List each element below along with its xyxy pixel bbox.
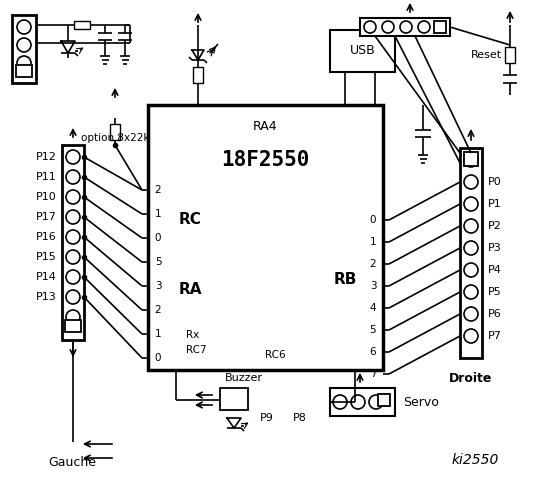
Circle shape xyxy=(66,250,80,264)
Circle shape xyxy=(66,210,80,224)
Text: 5: 5 xyxy=(370,325,376,335)
Text: 1: 1 xyxy=(155,209,161,219)
Circle shape xyxy=(418,21,430,33)
Bar xyxy=(74,21,90,29)
Text: P0: P0 xyxy=(488,177,502,187)
Bar xyxy=(16,65,32,77)
Circle shape xyxy=(464,263,478,277)
Circle shape xyxy=(400,21,412,33)
Bar xyxy=(378,394,390,406)
Circle shape xyxy=(464,285,478,299)
Text: 7: 7 xyxy=(370,369,376,379)
Text: P1: P1 xyxy=(488,199,502,209)
Circle shape xyxy=(464,175,478,189)
Bar xyxy=(434,21,446,33)
Bar xyxy=(62,145,84,340)
Text: P3: P3 xyxy=(488,243,502,253)
Text: 18F2550: 18F2550 xyxy=(221,150,309,170)
Text: 4: 4 xyxy=(370,303,376,313)
Circle shape xyxy=(364,21,376,33)
Text: 2: 2 xyxy=(370,259,376,269)
Text: Droite: Droite xyxy=(449,372,493,384)
Circle shape xyxy=(17,38,31,52)
Text: Rx: Rx xyxy=(186,330,199,340)
Circle shape xyxy=(66,150,80,164)
Circle shape xyxy=(66,230,80,244)
Circle shape xyxy=(464,307,478,321)
Text: P10: P10 xyxy=(36,192,57,202)
Text: P16: P16 xyxy=(36,232,57,242)
Circle shape xyxy=(66,310,80,324)
Text: RC6: RC6 xyxy=(265,350,285,360)
Circle shape xyxy=(66,270,80,284)
Text: 1: 1 xyxy=(155,329,161,339)
Bar xyxy=(505,47,515,63)
Bar xyxy=(65,320,81,332)
Circle shape xyxy=(464,329,478,343)
Text: 1: 1 xyxy=(370,237,376,247)
Circle shape xyxy=(17,20,31,34)
Bar xyxy=(148,105,383,370)
Text: P17: P17 xyxy=(36,212,57,222)
Text: Buzzer: Buzzer xyxy=(225,373,263,383)
Circle shape xyxy=(464,241,478,255)
Text: Servo: Servo xyxy=(403,396,439,408)
Bar xyxy=(220,388,248,410)
Text: RC: RC xyxy=(179,213,201,228)
Bar xyxy=(110,123,120,140)
Text: Gauche: Gauche xyxy=(48,456,96,468)
Circle shape xyxy=(464,197,478,211)
Circle shape xyxy=(464,153,478,167)
Text: P5: P5 xyxy=(488,287,502,297)
Text: 2: 2 xyxy=(155,305,161,315)
Text: option 8x22k: option 8x22k xyxy=(81,133,149,143)
Text: Reset: Reset xyxy=(471,50,502,60)
Text: 3: 3 xyxy=(155,281,161,291)
Text: ki2550: ki2550 xyxy=(451,453,499,467)
Circle shape xyxy=(17,56,31,70)
Text: 2: 2 xyxy=(155,185,161,195)
Text: P14: P14 xyxy=(36,272,57,282)
Text: 3: 3 xyxy=(370,281,376,291)
Bar xyxy=(193,67,203,83)
Text: 5: 5 xyxy=(155,257,161,267)
Text: RB: RB xyxy=(333,273,357,288)
Text: USB: USB xyxy=(349,45,375,58)
Text: RC7: RC7 xyxy=(186,345,207,355)
Text: RA4: RA4 xyxy=(253,120,277,133)
Text: P15: P15 xyxy=(36,252,57,262)
Bar xyxy=(12,15,36,83)
Circle shape xyxy=(333,395,347,409)
Text: P7: P7 xyxy=(488,331,502,341)
Bar xyxy=(360,18,450,36)
Circle shape xyxy=(66,190,80,204)
Circle shape xyxy=(66,290,80,304)
Circle shape xyxy=(382,21,394,33)
Text: P4: P4 xyxy=(488,265,502,275)
Text: RA: RA xyxy=(178,283,202,298)
Text: 0: 0 xyxy=(155,353,161,363)
Text: P13: P13 xyxy=(36,292,57,302)
Bar xyxy=(460,148,482,358)
Circle shape xyxy=(464,219,478,233)
Text: P9: P9 xyxy=(260,413,274,423)
Circle shape xyxy=(351,395,365,409)
Text: P8: P8 xyxy=(293,413,307,423)
Text: 0: 0 xyxy=(155,233,161,243)
Text: 0: 0 xyxy=(370,215,376,225)
Text: P12: P12 xyxy=(36,152,57,162)
Bar xyxy=(330,388,395,416)
Circle shape xyxy=(66,170,80,184)
Text: P6: P6 xyxy=(488,309,502,319)
Text: P2: P2 xyxy=(488,221,502,231)
Text: 6: 6 xyxy=(370,347,376,357)
Circle shape xyxy=(369,395,383,409)
Bar xyxy=(330,30,395,72)
Text: P11: P11 xyxy=(36,172,57,182)
Bar xyxy=(464,152,478,166)
